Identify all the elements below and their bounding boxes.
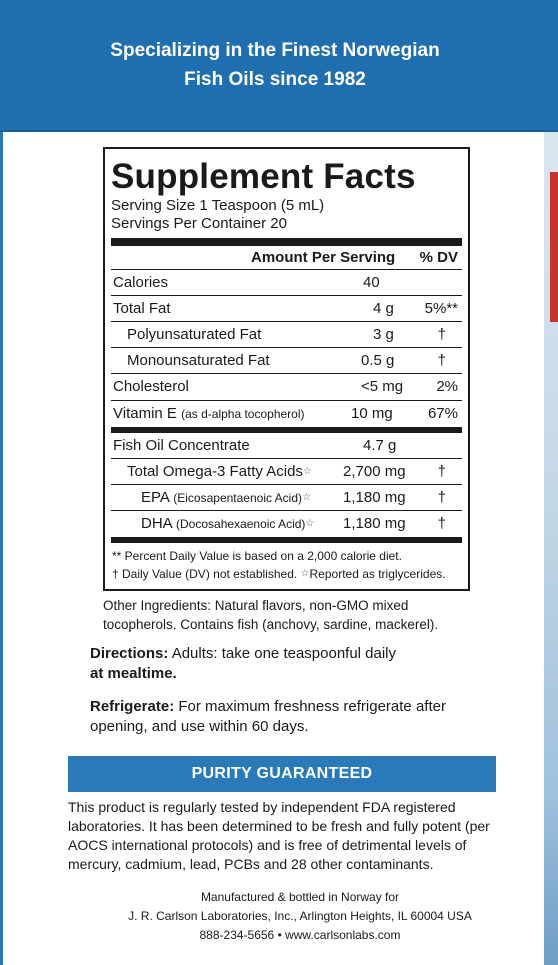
red-edge-accent	[550, 172, 558, 322]
servings-per-container: Servings Per Container 20	[111, 215, 287, 232]
star-icon: ☆	[305, 518, 315, 529]
star-icon: ☆	[302, 466, 312, 477]
facts-row-cholesterol: Cholesterol <5 mg 2%	[113, 378, 458, 395]
supplement-facts-panel: Supplement Facts Serving Size 1 Teaspoon…	[103, 147, 470, 591]
thick-rule	[111, 238, 462, 246]
banner-tagline: Specializing in the Finest Norwegian Fis…	[110, 40, 440, 90]
thick-rule-2	[111, 427, 462, 433]
mid-rule	[111, 400, 462, 401]
star-icon: ☆	[302, 492, 311, 503]
top-banner: Specializing in the Finest Norwegian Fis…	[0, 0, 558, 132]
purity-guaranteed-bar: PURITY GUARANTEED	[68, 756, 496, 792]
facts-row-epa: EPA (Eicosapentaenoic Acid)☆ 1,180 mg †	[111, 485, 462, 511]
facts-row-polyunsaturated: Polyunsaturated Fat 3 g †	[111, 322, 462, 348]
right-side-edge	[544, 132, 558, 965]
facts-footnotes: ** Percent Daily Value is based on a 2,0…	[112, 549, 446, 581]
label-panel	[3, 132, 544, 965]
other-ingredients: Other Ingredients: Natural flavors, non-…	[103, 598, 439, 632]
facts-row-monounsaturated: Monounsaturated Fat 0.5 g †	[111, 348, 462, 374]
facts-row-calories: Calories 40	[111, 270, 462, 296]
thick-rule-3	[111, 537, 462, 543]
directions: Directions: Adults: take one teaspoonful…	[90, 645, 397, 682]
left-edge-stripe	[0, 0, 3, 965]
facts-row-vitamin-e: Vitamin E (as d-alpha tocopherol) 10 mg …	[113, 405, 458, 422]
facts-row-dha: DHA (Docosahexaenoic Acid)☆ 1,180 mg †	[141, 515, 446, 532]
refrigerate-note: Refrigerate: For maximum freshness refri…	[90, 698, 446, 735]
facts-header-row: Amount Per Serving % DV	[111, 246, 462, 270]
serving-size: Serving Size 1 Teaspoon (5 mL)	[111, 197, 325, 214]
header-dv: % DV	[419, 249, 458, 266]
facts-row-total-fat: Total Fat 4 g 5%**	[111, 296, 462, 322]
manufacturer-info: Manufactured & bottled in Norway for J. …	[128, 890, 472, 942]
facts-row-fish-oil: Fish Oil Concentrate 4.7 g	[111, 433, 462, 459]
facts-title: Supplement Facts	[111, 157, 416, 196]
purity-text: This product is regularly tested by inde…	[68, 799, 490, 872]
star-icon: ☆	[300, 568, 310, 579]
header-amount: Amount Per Serving	[251, 249, 396, 266]
facts-row-omega3: Total Omega-3 Fatty Acids☆ 2,700 mg †	[111, 459, 462, 485]
